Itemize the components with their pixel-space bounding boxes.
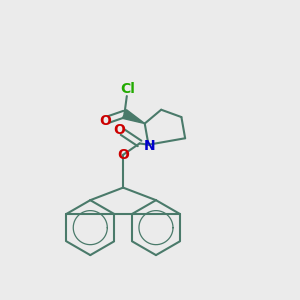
Text: N: N: [143, 139, 155, 153]
Text: O: O: [117, 148, 129, 162]
Text: O: O: [113, 123, 125, 137]
Text: Cl: Cl: [120, 82, 135, 97]
Polygon shape: [122, 110, 145, 124]
Text: O: O: [99, 114, 111, 128]
